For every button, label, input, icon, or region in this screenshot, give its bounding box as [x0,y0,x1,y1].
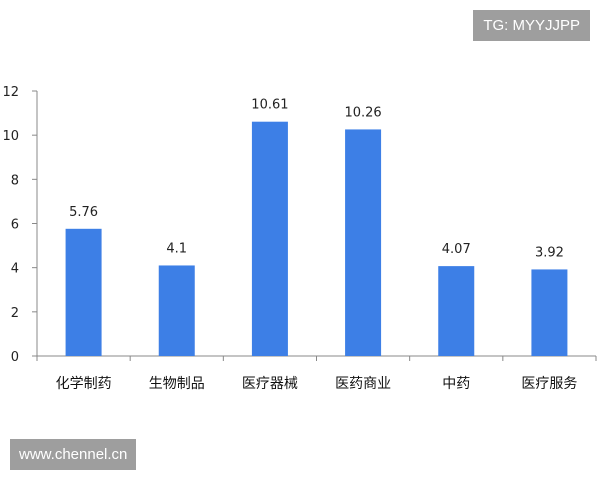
x-tick-label: 医药商业 [335,376,391,392]
data-label: 10.26 [344,105,381,120]
y-tick-label: 6 [11,218,19,233]
bar [251,121,288,356]
bar [158,265,195,356]
y-tick-label: 4 [11,262,19,277]
bar [345,129,382,356]
y-tick-label: 2 [11,306,19,321]
x-tick-label: 生物制品 [149,376,205,392]
data-label: 3.92 [535,245,564,260]
data-label: 5.76 [69,205,98,220]
bars [65,121,568,356]
x-tick-label: 化学制药 [56,376,112,392]
x-tick-label: 医疗服务 [521,376,577,392]
bar [438,266,475,356]
bar [531,269,568,356]
x-tick-label: 中药 [442,376,470,392]
data-label: 4.1 [166,241,187,256]
bar [65,228,102,356]
data-label: 4.07 [442,242,471,257]
y-tick-label: 12 [2,85,19,100]
y-tick-label: 0 [11,350,19,365]
y-tick-label: 8 [11,173,19,188]
data-labels: 5.76 4.1 10.61 10.26 4.07 3.92 [69,98,564,261]
data-label: 10.61 [251,98,288,113]
x-axis: 化学制药 生物制品 医疗器械 医药商业 中药 医疗服务 [36,355,597,392]
watermark-bottom: www.chennel.cn [10,439,137,470]
y-tick-label: 10 [2,129,19,144]
y-axis: 0 2 4 6 8 10 12 [2,85,38,365]
watermark-top: TG: MYYJJPP [473,10,590,41]
x-tick-label: 医疗器械 [242,376,298,392]
